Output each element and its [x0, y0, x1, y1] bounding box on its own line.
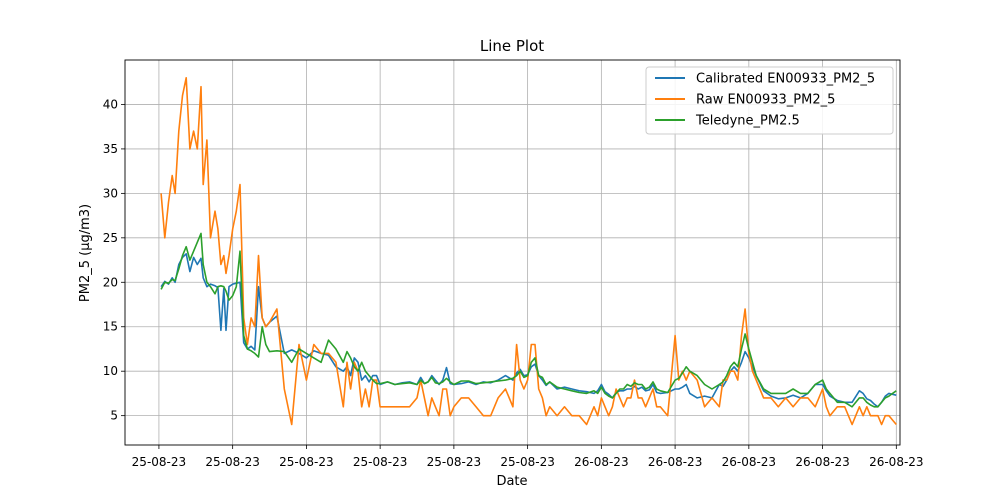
legend-label: Raw EN00933_PM2_5 [696, 93, 835, 108]
y-tick-label: 20 [103, 275, 118, 289]
y-tick-label: 35 [103, 142, 118, 156]
series-line-1 [160, 253, 897, 408]
y-tick-label: 30 [103, 186, 118, 200]
legend-label: Calibrated EN00933_PM2_5 [696, 72, 875, 87]
x-tick-label: 26-08-23 [722, 455, 776, 469]
legend-label: Teledyne_PM2.5 [695, 114, 800, 129]
x-tick-label: 25-08-23 [500, 455, 554, 469]
x-tick-label: 26-08-23 [574, 455, 628, 469]
x-tick-label: 25-08-23 [279, 455, 333, 469]
x-tick-label: 26-08-23 [795, 455, 849, 469]
series-line-3 [160, 232, 897, 408]
x-tick-label: 25-08-23 [427, 455, 481, 469]
x-axis-ticks: 25-08-23 25-08-23 25-08-23 25-08-23 25-08-23… [132, 445, 924, 469]
y-tick-label: 15 [103, 320, 118, 334]
x-tick-label: 26-08-23 [869, 455, 923, 469]
plot-area-frame [124, 59, 901, 446]
y-tick-label: 10 [103, 364, 118, 378]
legend: Calibrated EN00933_PM2_5 Raw EN00933_PM2_… [645, 66, 894, 135]
series-line-2 [160, 77, 897, 426]
y-axis-ticks: 5 10 15 20 25 30 35 40 [103, 97, 125, 423]
grid-lines [125, 60, 900, 445]
y-axis-label: PM2_5 (µg/m3) [78, 204, 93, 302]
y-tick-label: 5 [110, 409, 118, 423]
x-tick-label: 25-08-23 [132, 455, 186, 469]
x-tick-label: 25-08-23 [205, 455, 259, 469]
x-tick-label: 26-08-23 [648, 455, 702, 469]
y-tick-label: 40 [103, 97, 118, 111]
chart-title: Line Plot [480, 37, 544, 55]
series-lines [160, 77, 897, 426]
y-tick-label: 25 [103, 231, 118, 245]
x-tick-label: 25-08-23 [353, 455, 407, 469]
legend-box [645, 66, 894, 135]
x-axis-label: Date [496, 474, 527, 489]
